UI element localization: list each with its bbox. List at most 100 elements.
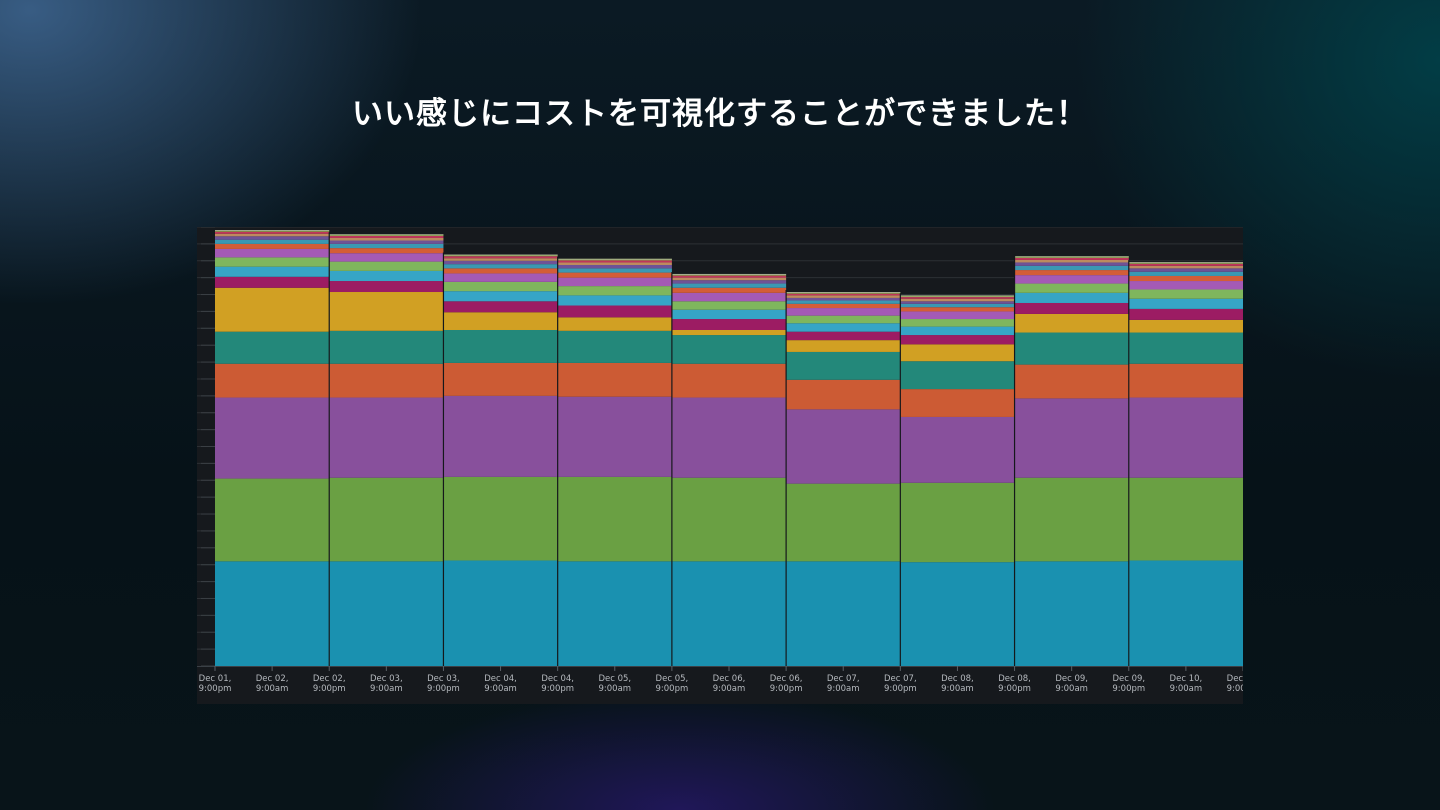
bar-segment [557,476,672,562]
bar-segment [557,260,672,263]
bar-segment [215,331,330,364]
bar-segment [786,340,901,352]
bar-segment [1014,265,1129,271]
bar-segment [329,477,444,562]
bar-segment [786,323,901,332]
bar-segment [215,363,330,398]
x-tick-label: Dec 02, 9:00pm [313,674,346,694]
bar-segment [215,233,330,237]
bar-segment [671,561,787,666]
bar-segment [1014,398,1129,478]
bar-segment [443,258,558,261]
bar-segment [443,273,558,282]
x-tick-label: Dec 04, 9:00pm [541,674,574,694]
bar-segment [329,248,444,254]
bar-segment [215,239,330,244]
bar-segment [900,389,1015,417]
bar-segment [443,281,558,292]
bar-segment [786,561,901,666]
bar-segment [1014,259,1129,263]
bar-segment [215,266,330,277]
bar-segment [786,295,901,298]
bar-segment [215,478,330,562]
bar-segment [443,395,558,477]
x-tick-label: Dec 02, 9:00am [256,674,289,694]
bar-segment [671,283,787,288]
x-tick-label: Dec 08, 9:00pm [998,674,1031,694]
bar-segment [1128,268,1243,272]
bar-segment [557,268,672,273]
bar-segment [329,363,444,398]
bar-segment [1128,332,1243,364]
bar-segment [786,331,901,341]
cost-chart-panel: Dec 01, 9:00pm Dec 02, 9:00am Dec 02, 9:00pm D… [197,227,1243,704]
bar-segment [443,256,558,259]
bar-segment [1014,262,1129,266]
x-tick-label: Dec 04, 9:00am [484,674,517,694]
bar-segment [1014,364,1129,399]
bar-segment [329,561,444,666]
bar-segment [557,277,672,287]
bar-segment [900,311,1015,320]
x-tick-label: Dec 07, 9:00pm [884,674,917,694]
bar-segment [900,361,1015,390]
x-tick-label: Dec 06, 9:00am [713,674,746,694]
bar-segment [1014,477,1129,562]
bar-segment [786,303,901,309]
bar-segment [443,264,558,269]
bar-segment [900,297,1015,299]
bar-segment [557,295,672,306]
bar-segment [443,362,558,396]
bar-segment [786,300,901,304]
bar-segment [1128,477,1243,561]
bar-segment [1128,289,1243,299]
bar-segment [557,362,672,397]
bar-segment [1128,265,1243,269]
bar-segment [215,276,330,288]
bar-segment [1128,271,1243,276]
bar-segment [671,319,787,330]
bar-segment [786,293,901,296]
x-tick-label: Dec 10, 9:00am [1170,674,1203,694]
bar-segment [215,236,330,240]
bar-segment [671,280,787,284]
bar-segment [786,308,901,316]
bar-segment [1014,332,1129,365]
bar-segment [329,237,444,241]
bar-segment [900,344,1015,362]
bar-segment [329,240,444,244]
x-tick-label: Dec 01, 9:00pm [199,674,232,694]
bar-segment [557,396,672,477]
bar-segment [215,257,330,267]
bar-segment [443,260,558,265]
bar-segment [900,301,1015,304]
bar-segment [1014,257,1129,260]
bar-segment [557,317,672,331]
bar-segment [557,272,672,278]
bar-segment [443,291,558,302]
bar-segment [1014,270,1129,276]
bar-segment [671,309,787,320]
bar-segment [215,287,330,332]
bar-segment [671,335,787,364]
bar-segment [1014,283,1129,293]
bar-segment [1128,281,1243,290]
bar-segment [329,235,444,238]
bar-segment [1128,363,1243,398]
x-tick-label: Dec 03, 9:00am [370,674,403,694]
bar-segment [671,292,787,302]
slide-title: いい感じにコストを可視化することができました！ [352,96,1088,132]
bar-segment [786,315,901,324]
bar-segment [557,264,672,269]
bar-segment [215,397,330,479]
bar-segment [1014,561,1129,666]
bar-segment [1128,397,1243,478]
bar-segment [900,307,1015,312]
bar-segment [671,275,787,278]
bar-segment [443,268,558,274]
bar-segment [1128,560,1243,666]
bar-segment [329,270,444,282]
bar-segment [671,277,787,281]
bar-segment [1128,275,1243,282]
bar-segment [329,330,444,364]
